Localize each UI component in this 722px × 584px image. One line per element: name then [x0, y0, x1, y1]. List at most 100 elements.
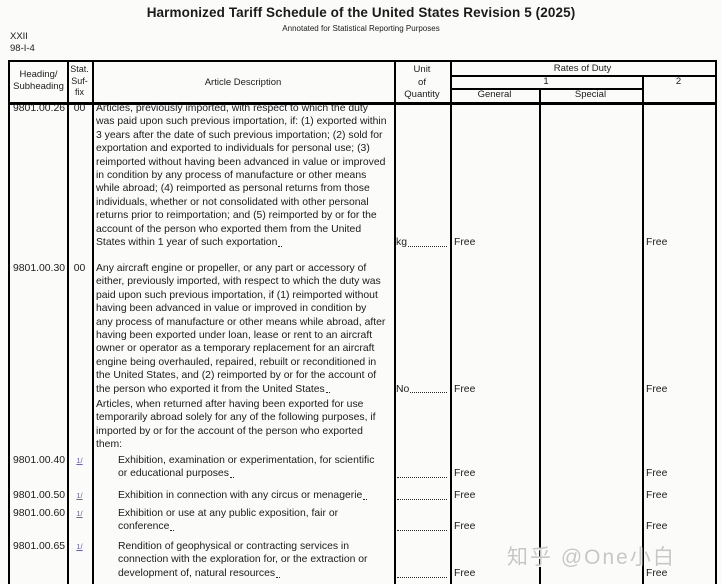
- description-line: in condition by any process of manufactu…: [96, 169, 367, 181]
- col-header-heading: Heading/ Subheading: [13, 69, 64, 92]
- column-divider-special-duty2: [642, 75, 644, 584]
- footnote-link[interactable]: 1/: [76, 542, 83, 551]
- column-divider-description-unit: [394, 62, 396, 584]
- article-description: Exhibition in connection with any circus…: [96, 489, 392, 502]
- unit-of-quantity: [396, 489, 448, 502]
- watermark: 知乎 @One小白: [507, 546, 676, 569]
- dotted-leader: [276, 567, 281, 578]
- description-line: Exhibition, examination or experimentati…: [118, 455, 375, 466]
- rate-general: Free: [454, 383, 476, 395]
- description-line: having been advanced in value or improve…: [96, 303, 367, 315]
- rate-general: Free: [454, 236, 476, 248]
- dotted-leader: [170, 520, 175, 532]
- col-header-rates-of-duty: Rates of Duty: [553, 62, 612, 74]
- description-line: any process of manufacture or other mean…: [96, 316, 386, 328]
- description-line: Exhibition or use at any public expositi…: [118, 508, 339, 519]
- table-row: 9801.00.50 1/ Exhibition in connection w…: [10, 489, 719, 502]
- rate-duty2: Free: [646, 490, 668, 501]
- article-description: Exhibition, examination or experimentati…: [96, 454, 392, 481]
- description-line: paid upon such previous importation, if …: [96, 289, 378, 301]
- description-line: States within 1 year of such exportation: [96, 236, 392, 249]
- heading-number: 9801.00.50: [13, 490, 66, 501]
- description-line: the United States, and (2) reimported by…: [96, 370, 377, 382]
- rate-general: Free: [454, 468, 476, 480]
- description-line: Any aircraft engine or propeller, or any…: [96, 263, 367, 274]
- table-row: Articles, when returned after having bee…: [10, 398, 719, 452]
- unit-of-quantity: [396, 520, 448, 533]
- description-line: reimported without having been advanced …: [96, 156, 386, 168]
- dotted-leader: [410, 383, 447, 394]
- dotted-leader: [397, 567, 447, 578]
- column-divider-general-special: [539, 88, 541, 584]
- description-line: Rendition of geophysical or contracting …: [118, 541, 350, 552]
- table-row: 9801.00.65 1/ Rendition of geophysical o…: [10, 540, 719, 580]
- duty1-header-divider: [450, 88, 642, 90]
- rate-general: Free: [454, 521, 476, 533]
- rate-duty2: Free: [646, 468, 668, 480]
- stat-suffix: 00: [73, 263, 86, 274]
- description-line: imported by or for the account of the pe…: [96, 425, 363, 437]
- rates-header-divider: [450, 75, 715, 77]
- dotted-leader: [278, 236, 283, 247]
- heading-number: 9801.00.26: [13, 103, 66, 114]
- description-line: engine being overhauled, repaired, rebui…: [96, 356, 377, 368]
- col-header-general: General: [477, 89, 512, 100]
- col-header-duty-1: 1: [543, 76, 549, 87]
- section-ref: XXII 98-I-4: [10, 31, 35, 54]
- heading-number: 9801.00.30: [13, 263, 66, 274]
- rate-duty2: Free: [646, 521, 668, 533]
- heading-number: 9801.00.40: [13, 455, 66, 466]
- rate-duty2: Free: [646, 383, 668, 395]
- unit-of-quantity: kg: [396, 236, 448, 249]
- column-divider-unit-general: [450, 62, 452, 584]
- rate-duty2: Free: [646, 567, 668, 579]
- article-description: Rendition of geophysical or contracting …: [96, 540, 392, 580]
- footnote-link[interactable]: 1/: [76, 456, 83, 465]
- unit-of-quantity: No: [396, 383, 448, 396]
- heading-number: 9801.00.65: [13, 541, 66, 552]
- doc-title: Harmonized Tariff Schedule of the United…: [146, 5, 576, 20]
- unit-of-quantity: [396, 567, 448, 580]
- description-line: exportation and exported to individuals …: [96, 143, 370, 155]
- description-line: 3 years after the date of such previous …: [96, 129, 383, 141]
- description-line: either, previously imported, with respec…: [96, 276, 381, 288]
- description-line: or educational purposes: [118, 467, 392, 480]
- description-line: Articles, when returned after having bee…: [96, 399, 364, 410]
- dotted-leader: [229, 467, 234, 479]
- rate-duty2: Free: [646, 236, 668, 248]
- col-header-article-description: Article Description: [204, 77, 282, 88]
- rate-general: Free: [454, 567, 476, 579]
- article-description: Any aircraft engine or propeller, or any…: [96, 262, 392, 396]
- description-line: having been exported under loan, lease o…: [96, 329, 373, 341]
- col-header-special: Special: [574, 89, 607, 100]
- col-header-duty-2: 2: [675, 76, 682, 87]
- header-bottom-border: [10, 102, 715, 105]
- table-row: 9801.00.30 00 Any aircraft engine or pro…: [10, 262, 719, 396]
- description-line: returns prior to reimportation; and (5) …: [96, 210, 377, 222]
- col-header-unit-of-quantity: Unit of Quantity: [404, 64, 440, 100]
- description-line: was paid upon such previous importation,…: [96, 116, 387, 128]
- table-row: 9801.00.40 1/ Exhibition, examination or…: [10, 454, 719, 481]
- tariff-table: Heading/ Subheading Stat. Suf- fix Artic…: [8, 60, 717, 584]
- description-line: them:: [96, 439, 122, 451]
- description-line: owner or operator as a temporary replace…: [96, 343, 375, 355]
- table-row: 9801.00.26 00 Articles, previously impor…: [10, 102, 719, 249]
- description-line: account of the person who exported them …: [96, 223, 362, 235]
- stat-suffix: 00: [73, 103, 86, 114]
- section-ref-line2: 98-I-4: [10, 42, 35, 54]
- rate-general: Free: [454, 490, 476, 501]
- footnote-link[interactable]: 1/: [76, 491, 83, 500]
- dotted-leader: [325, 383, 330, 394]
- table-body: 9801.00.26 00 Articles, previously impor…: [10, 102, 719, 584]
- article-description: Exhibition or use at any public expositi…: [96, 507, 392, 534]
- column-divider-stat-description: [92, 62, 94, 584]
- description-line: the person who exported it from the Unit…: [96, 383, 392, 396]
- doc-subtitle: Annotated for Statistical Reporting Purp…: [282, 24, 440, 33]
- description-line: while abroad; (4) reimported as personal…: [96, 183, 370, 195]
- article-description: Articles, when returned after having bee…: [96, 398, 392, 452]
- dotted-leader: [407, 236, 447, 247]
- table-row: 9801.00.60 1/ Exhibition or use at any p…: [10, 507, 719, 534]
- description-line: development of, natural resources: [118, 567, 392, 580]
- footnote-link[interactable]: 1/: [76, 509, 83, 518]
